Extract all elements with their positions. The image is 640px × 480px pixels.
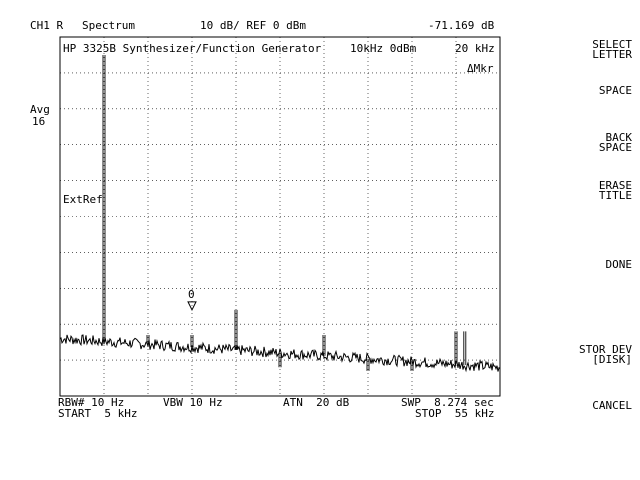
softkey-space[interactable]: SPACE [598, 84, 632, 97]
marker-readout: -71.169 dB [428, 19, 495, 32]
scale-reference: 10 dB/ REF 0 dBm [200, 19, 306, 32]
avg-label: Avg [30, 103, 50, 116]
attenuation-readout: ATN 20 dB [283, 396, 350, 409]
plot-frame [59, 36, 501, 397]
marker-group [187, 301, 197, 311]
marker-frequency: 20 kHz [455, 42, 495, 55]
stop-frequency: STOP 55 kHz [415, 407, 495, 420]
rbw-readout: RBW# 10 Hz [58, 396, 125, 409]
marker-triangle [187, 301, 197, 311]
marker-number: 0 [188, 287, 195, 301]
source-setting: 10kHz 0dBm [350, 42, 417, 55]
peak-group [102, 54, 467, 371]
softkey-back-space[interactable]: BACK SPACE [598, 131, 632, 154]
spectrum-trace [59, 334, 501, 373]
avg-count: 16 [32, 115, 46, 128]
channel-label: CH1 R [30, 19, 64, 32]
plot-title: HP 3325B Synthesizer/Function Generator [63, 42, 322, 55]
start-frequency: START 5 kHz [58, 407, 138, 420]
plot-grid [60, 37, 500, 396]
softkey-select-letter[interactable]: SELECT LETTER [592, 38, 632, 61]
softkey-store-device[interactable]: STOR DEV [DISK] [579, 343, 632, 366]
softkey-erase-title[interactable]: ERASE TITLE [598, 179, 632, 202]
vbw-readout: VBW 10 Hz [163, 396, 223, 409]
softkey-cancel[interactable]: CANCEL [592, 399, 632, 412]
sweep-readout: SWP 8.274 sec [401, 396, 494, 409]
extref-label: ExtRef [63, 193, 103, 206]
softkey-done[interactable]: DONE [605, 258, 633, 271]
delta-marker-mode: ΔMkr [467, 62, 494, 75]
measurement-label: Spectrum [82, 19, 135, 32]
